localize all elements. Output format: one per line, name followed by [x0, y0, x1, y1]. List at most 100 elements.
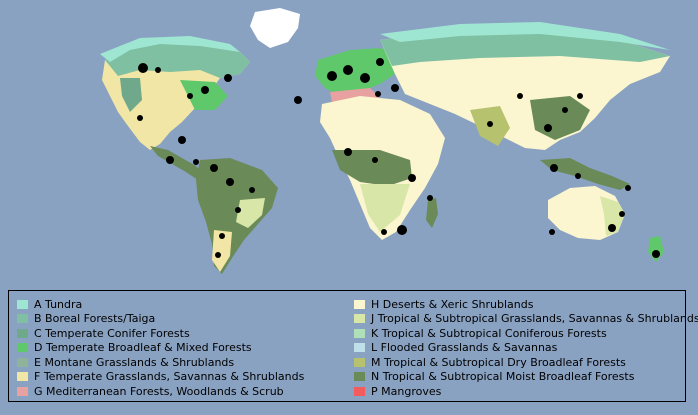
legend-swatch [17, 357, 28, 367]
north-america-tundra [100, 36, 240, 62]
africa-rainforest [332, 150, 412, 186]
southeast-asia-islands [540, 158, 630, 190]
point [608, 224, 616, 232]
legend-swatch [354, 328, 365, 338]
point [294, 96, 302, 104]
point [427, 195, 433, 201]
point [344, 148, 352, 156]
point [201, 86, 209, 94]
legend-label: E Montane Grasslands & Shrublands [34, 355, 235, 369]
point [210, 164, 218, 172]
legend-label: C Temperate Conifer Forests [34, 326, 190, 340]
legend-item: P Mangroves [354, 384, 698, 399]
observation-points [137, 58, 660, 258]
legend-item: E Montane Grasslands & Shrublands [17, 355, 304, 370]
point [577, 93, 583, 99]
legend: A Tundra B Boreal Forests/Taiga C Temper… [8, 290, 698, 402]
point [487, 121, 493, 127]
point [550, 164, 558, 172]
legend-item: C Temperate Conifer Forests [17, 326, 304, 341]
legend-item: A Tundra [17, 297, 304, 312]
legend-label: L Flooded Grasslands & Savannas [371, 341, 558, 355]
legend-item: B Boreal Forests/Taiga [17, 312, 304, 327]
point [619, 211, 625, 217]
point [224, 74, 232, 82]
point [517, 93, 523, 99]
point [652, 250, 660, 258]
point [138, 63, 148, 73]
point [249, 187, 255, 193]
madagascar [426, 198, 438, 228]
legend-swatch [17, 314, 28, 324]
south-america-grassland [212, 230, 232, 272]
point [391, 84, 399, 92]
legend-label: D Temperate Broadleaf & Mixed Forests [34, 341, 252, 355]
legend-item: F Temperate Grasslands, Savannas & Shrub… [17, 370, 304, 385]
legend-label: K Tropical & Subtropical Coniferous Fore… [371, 326, 607, 340]
legend-item: K Tropical & Subtropical Coniferous Fore… [354, 326, 698, 341]
point [187, 93, 193, 99]
legend-item: M Tropical & Subtropical Dry Broadleaf F… [354, 355, 698, 370]
point [219, 233, 225, 239]
point [327, 71, 337, 81]
greenland [250, 8, 300, 48]
point [226, 178, 234, 186]
legend-swatch [17, 299, 28, 309]
point [381, 229, 387, 235]
point [372, 157, 378, 163]
legend-swatch [354, 372, 365, 382]
legend-swatch [354, 314, 365, 324]
legend-label: M Tropical & Subtropical Dry Broadleaf F… [371, 355, 626, 369]
point [166, 156, 174, 164]
legend-item: N Tropical & Subtropical Moist Broadleaf… [354, 370, 698, 385]
legend-swatch [354, 386, 365, 396]
point [408, 174, 416, 182]
legend-item: H Deserts & Xeric Shrublands [354, 297, 698, 312]
point [360, 73, 370, 83]
world-biome-map [100, 8, 670, 274]
point [215, 252, 221, 258]
legend-item: G Mediterranean Forests, Woodlands & Scr… [17, 384, 304, 399]
legend-item: D Temperate Broadleaf & Mixed Forests [17, 341, 304, 356]
australia-east [600, 196, 625, 236]
point [235, 207, 241, 213]
legend-column-left: A Tundra B Boreal Forests/Taiga C Temper… [17, 297, 304, 399]
north-america-broadleaf [180, 80, 228, 110]
africa-savanna [360, 184, 410, 232]
point [193, 159, 199, 165]
legend-label: F Temperate Grasslands, Savannas & Shrub… [34, 370, 305, 384]
point [397, 225, 407, 235]
legend-swatch [17, 328, 28, 338]
point [544, 124, 552, 132]
point [178, 136, 186, 144]
point [343, 65, 353, 75]
legend-label: A Tundra [34, 297, 83, 311]
point [575, 173, 581, 179]
legend-item: J Tropical & Subtropical Grasslands, Sav… [354, 312, 698, 327]
central-america [150, 146, 205, 180]
legend-column-right: H Deserts & Xeric Shrublands J Tropical … [354, 297, 698, 399]
point [549, 229, 555, 235]
asia-tundra [380, 22, 670, 50]
south-america-savanna [236, 198, 265, 228]
point [375, 91, 381, 97]
north-america-conifer [120, 78, 142, 112]
point [137, 115, 143, 121]
legend-swatch [17, 372, 28, 382]
legend-swatch [354, 343, 365, 353]
legend-swatch [17, 343, 28, 353]
point [562, 107, 568, 113]
legend-label: G Mediterranean Forests, Woodlands & Scr… [34, 384, 284, 398]
legend-swatch [354, 357, 365, 367]
legend-label: H Deserts & Xeric Shrublands [371, 297, 534, 311]
legend-swatch [17, 386, 28, 396]
legend-item: L Flooded Grasslands & Savannas [354, 341, 698, 356]
legend-label: N Tropical & Subtropical Moist Broadleaf… [371, 370, 635, 384]
legend-label: B Boreal Forests/Taiga [34, 312, 156, 326]
point [155, 67, 161, 73]
legend-label: P Mangroves [371, 384, 442, 398]
new-zealand [648, 236, 664, 262]
legend-swatch [354, 299, 365, 309]
legend-label: J Tropical & Subtropical Grasslands, Sav… [371, 312, 698, 326]
